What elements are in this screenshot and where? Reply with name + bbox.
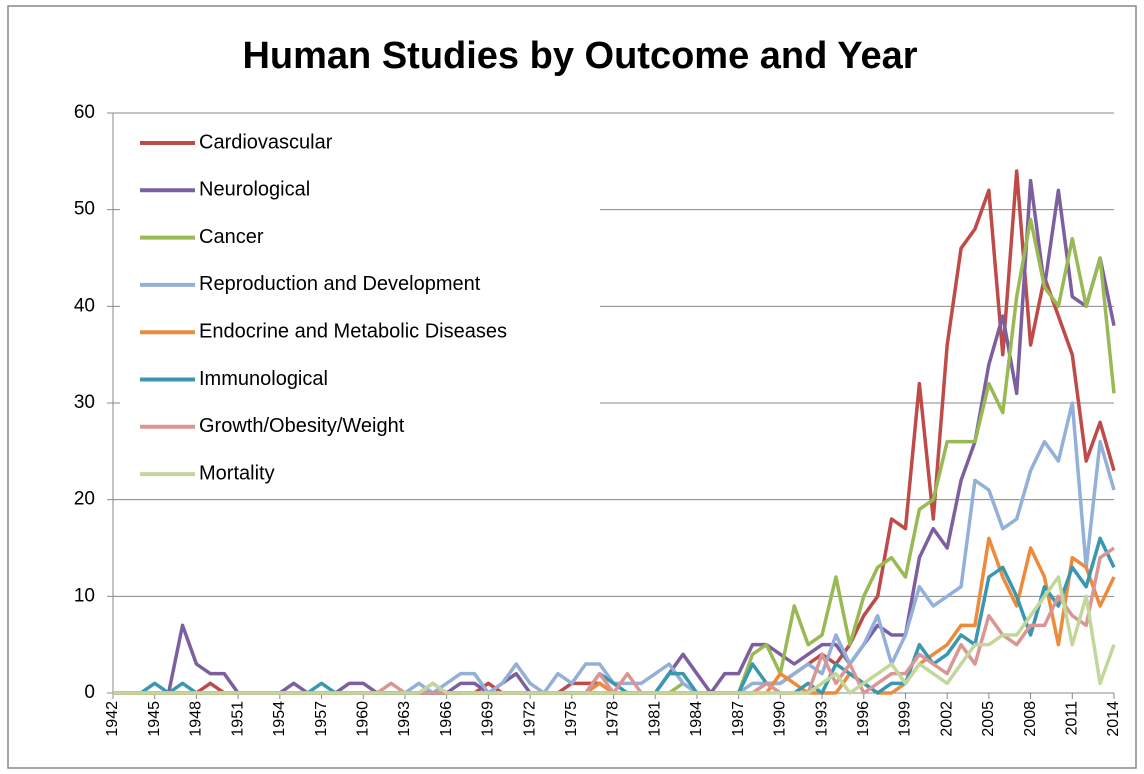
x-tick-label: 1948 [188,701,205,737]
legend-box [120,120,600,492]
legend-label: Cardiovascular [199,131,333,153]
x-tick-label: 1957 [313,701,330,737]
series-line [113,575,1116,695]
x-tick-label: 1990 [772,701,789,737]
x-tick-label: 1981 [646,701,663,737]
chart-title: Human Studies by Outcome and Year [242,35,917,77]
x-tick-label: 1999 [897,701,914,737]
legend-label: Growth/Obesity/Weight [199,415,405,437]
y-tick-label: 0 [84,682,95,703]
legend-label: Neurological [199,179,310,201]
x-tick-label: 1996 [855,701,872,737]
x-tick-label: 2005 [980,701,997,737]
x-tick-label: 1951 [229,701,246,737]
y-tick-label: 10 [74,585,95,606]
y-tick-label: 60 [74,102,95,123]
x-tick-label: 1966 [438,701,455,737]
x-tick-label: 2011 [1064,701,1081,736]
x-tick-label: 1978 [605,701,622,737]
x-tick-label: 2014 [1105,701,1122,737]
x-tick-label: 1963 [396,701,413,737]
y-tick-label: 20 [74,489,95,510]
y-tick-label: 30 [74,392,95,413]
x-tick-label: 1975 [563,701,580,737]
x-tick-label: 1945 [146,701,163,737]
legend-label: Mortality [199,462,275,484]
x-tick-label: 1942 [104,701,121,737]
x-tick-label: 1969 [480,701,497,737]
y-tick-label: 50 [74,199,95,220]
legend-label: Immunological [199,368,328,390]
legend-label: Reproduction and Development [199,273,481,295]
x-tick-label: 1954 [271,701,288,737]
x-tick-label: 1987 [730,701,747,737]
legend-label: Endocrine and Metabolic Diseases [199,320,507,342]
legend-label: Cancer [199,226,264,248]
x-tick-label: 1960 [354,701,371,737]
x-tick-label: 1993 [813,701,830,737]
x-tick-label: 2008 [1022,701,1039,737]
x-tick-label: 1984 [688,701,705,737]
x-tick-label: 2002 [938,701,955,737]
x-tick-label: 1972 [521,701,538,737]
y-tick-label: 40 [74,295,95,316]
